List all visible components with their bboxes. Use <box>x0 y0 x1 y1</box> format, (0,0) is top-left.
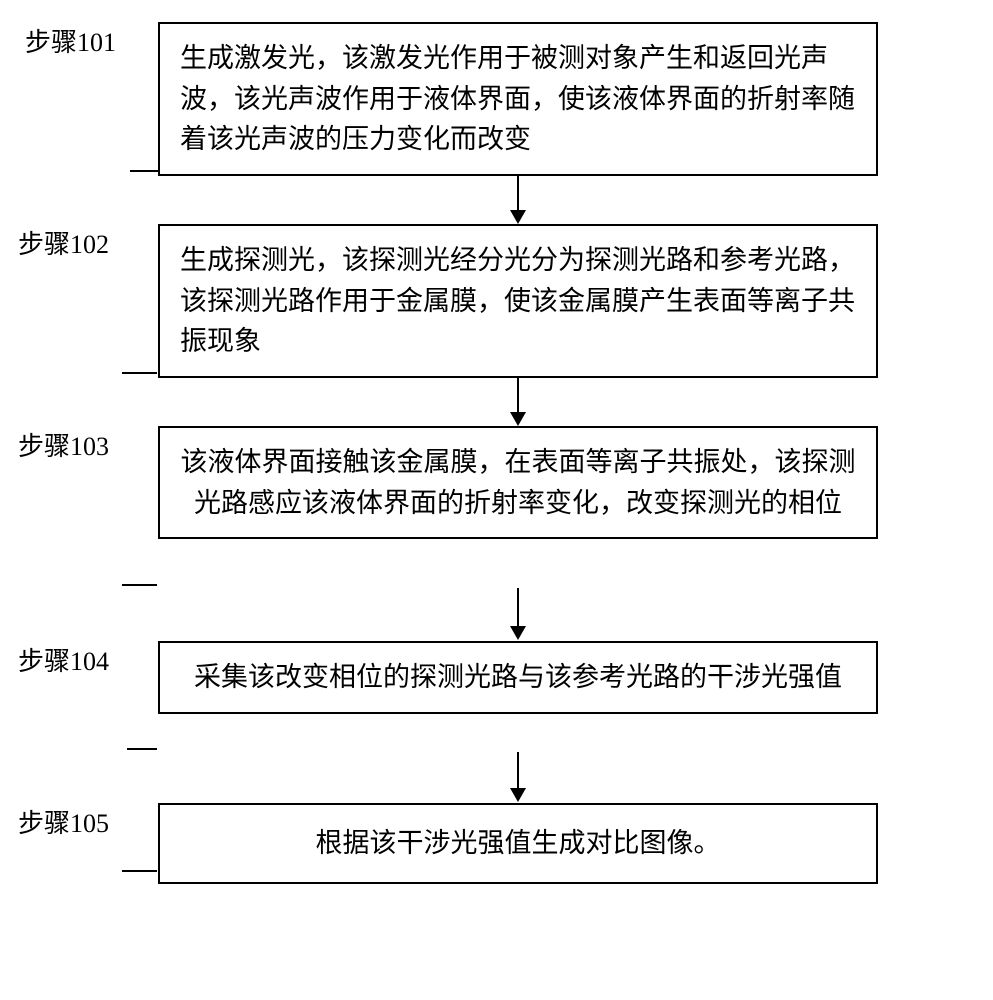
step-101-label: 步骤101 <box>25 22 116 69</box>
arrow-2-3 <box>517 376 519 424</box>
step-101-connector <box>130 170 158 172</box>
step-103-box: 该液体界面接触该金属膜，在表面等离子共振处，该探测光路感应该液体界面的折射率变化… <box>158 426 878 539</box>
step-103-label: 步骤103 <box>18 426 109 473</box>
step-103-connector <box>122 584 157 586</box>
step-102-label: 步骤102 <box>18 224 109 271</box>
arrow-3-4 <box>517 588 519 638</box>
flowchart-container: 步骤101 生成激发光，该激发光作用于被测对象产生和返回光声波，该光声波作用于液… <box>0 0 993 1000</box>
step-104-group: 步骤104 <box>18 641 117 688</box>
step-105-connector <box>122 870 157 872</box>
step-103-group: 步骤103 <box>18 426 117 473</box>
step-102-text: 生成探测光，该探测光经分光分为探测光路和参考光路，该探测光路作用于金属膜，使该金… <box>180 245 855 356</box>
step-101-box: 生成激发光，该激发光作用于被测对象产生和返回光声波，该光声波作用于液体界面，使该… <box>158 22 878 176</box>
step-104-box: 采集该改变相位的探测光路与该参考光路的干涉光强值 <box>158 641 878 714</box>
arrow-4-5 <box>517 752 519 800</box>
step-105-box: 根据该干涉光强值生成对比图像。 <box>158 803 878 884</box>
step-102-group: 步骤102 <box>18 224 117 271</box>
step-102-box: 生成探测光，该探测光经分光分为探测光路和参考光路，该探测光路作用于金属膜，使该金… <box>158 224 878 378</box>
step-105-label: 步骤105 <box>18 803 109 850</box>
step-105-text: 根据该干涉光强值生成对比图像。 <box>316 828 721 858</box>
step-104-label: 步骤104 <box>18 641 109 688</box>
step-101-text: 生成激发光，该激发光作用于被测对象产生和返回光声波，该光声波作用于液体界面，使该… <box>180 43 855 154</box>
step-104-connector <box>127 748 157 750</box>
step-103-text: 该液体界面接触该金属膜，在表面等离子共振处，该探测光路感应该液体界面的折射率变化… <box>181 447 856 518</box>
step-101-group: 步骤101 <box>25 22 124 69</box>
step-102-connector <box>122 372 157 374</box>
step-105-group: 步骤105 <box>18 803 117 850</box>
arrow-1-2 <box>517 174 519 222</box>
step-104-text: 采集该改变相位的探测光路与该参考光路的干涉光强值 <box>194 662 842 692</box>
